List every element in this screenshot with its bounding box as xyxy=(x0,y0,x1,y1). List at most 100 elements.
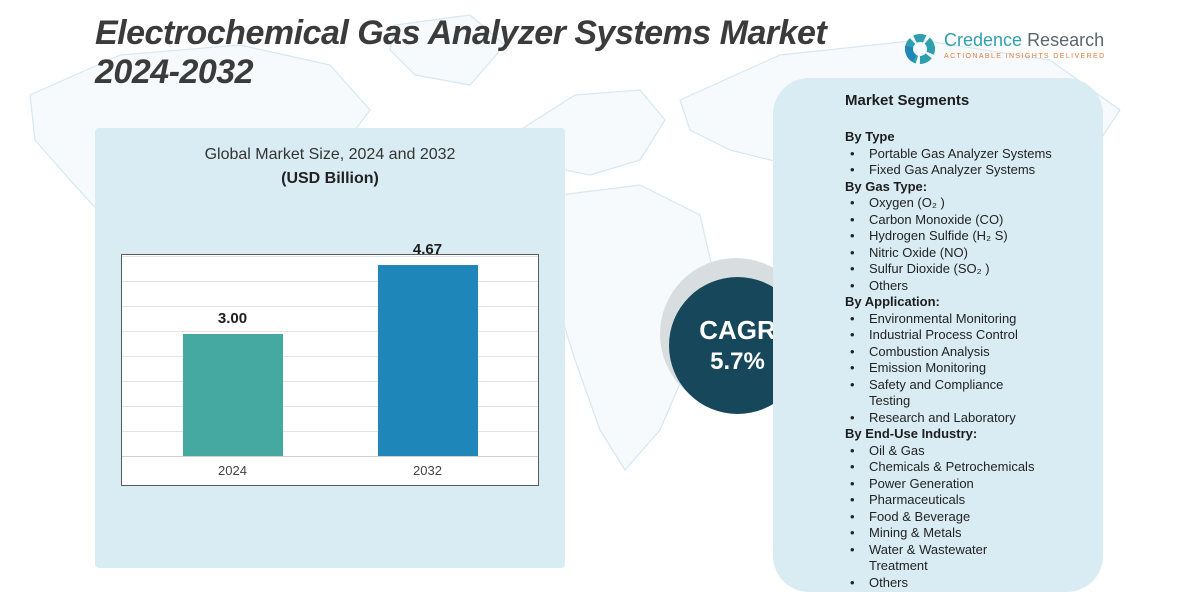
segment-item: • Research and Laboratory xyxy=(845,410,1095,427)
credence-logo-name: Credence Research xyxy=(944,30,1106,51)
segment-item-label: Pharmaceuticals xyxy=(869,492,966,507)
bullet-icon: • xyxy=(850,442,855,458)
bullet-icon: • xyxy=(850,360,855,375)
x-axis-labels: 2024 2032 xyxy=(122,457,538,485)
market-segments-title: Market Segments xyxy=(845,92,970,109)
x-axis-label-2032: 2032 xyxy=(413,463,442,478)
segment-item: • Sulfur Dioxide (SO₂ ) xyxy=(845,261,1095,278)
segment-item-label: Sulfur Dioxide (SO₂ ) xyxy=(869,261,990,276)
segment-group-header: By Type xyxy=(845,129,895,144)
chart-subtitle: (USD Billion) xyxy=(281,170,379,187)
segments-list: By Type • Portable Gas Analyzer Systems • Fi… xyxy=(845,129,1095,591)
bar-chart-plot: 3.00 4.67 xyxy=(122,241,538,457)
segment-item: • Hydrogen Sulfide (H₂ S) xyxy=(845,228,1095,245)
segment-item-label: Power Generation xyxy=(869,475,974,491)
bar-2032 xyxy=(377,265,478,456)
segment-item-label: Portable Gas Analyzer Systems xyxy=(869,145,1052,161)
segment-item-label: Research and Laboratory xyxy=(869,409,1016,425)
segment-item-label: Fixed Gas Analyzer Systems xyxy=(869,162,1036,177)
bullet-icon: • xyxy=(850,228,855,243)
segment-item-label: Oxygen (O₂ ) xyxy=(869,195,945,210)
bullet-icon: • xyxy=(850,475,855,491)
chart-title: Global Market Size, 2024 and 2032 xyxy=(204,146,456,163)
market-segments-panel: Market Segments By Type • Portable Gas Ana… xyxy=(773,78,1103,592)
segment-item: • Pharmaceuticals xyxy=(845,492,1095,509)
segment-item-label: Environmental Monitoring xyxy=(869,310,1017,326)
bar-column-2032: 4.67 xyxy=(377,241,478,456)
segment-item: • Safety and Compliance Testing xyxy=(845,377,1095,410)
bullet-icon: • xyxy=(850,409,855,425)
bullet-icon: • xyxy=(850,145,855,161)
segment-item: • Industrial Process Control xyxy=(845,327,1095,344)
segment-item-label: Food & Beverage xyxy=(869,508,971,524)
segment-item: • Power Generation xyxy=(845,476,1095,493)
bullet-icon: • xyxy=(850,525,855,540)
segment-item: • Carbon Monoxide (CO) xyxy=(845,212,1095,229)
segment-item: • Combustion Analysis xyxy=(845,344,1095,361)
bullet-icon: • xyxy=(850,459,855,474)
bullet-icon: • xyxy=(850,162,855,177)
segment-item: • Others xyxy=(845,278,1095,295)
x-axis-label-2024: 2024 xyxy=(218,463,247,478)
segment-item: • Mining & Metals xyxy=(845,525,1095,542)
segment-item-label: Mining & Metals xyxy=(869,525,962,540)
segment-group-header: By Gas Type: xyxy=(845,178,928,194)
segment-item: • Food & Beverage xyxy=(845,509,1095,526)
segment-item: • Emission Monitoring xyxy=(845,360,1095,377)
segment-item-label: Safety and Compliance Testing xyxy=(869,376,1004,409)
segment-item: • Others xyxy=(845,575,1095,592)
segment-item-label: Water & Wastewater Treatment xyxy=(869,541,988,574)
segment-item: • Portable Gas Analyzer Systems xyxy=(845,146,1095,163)
bar-column-2024: 3.00 xyxy=(182,310,283,456)
segment-item-label: Combustion Analysis xyxy=(869,343,990,359)
segment-item-label: Industrial Process Control xyxy=(869,327,1018,342)
bullet-icon: • xyxy=(850,343,855,359)
bullet-icon: • xyxy=(850,574,855,590)
segment-item: • Environmental Monitoring xyxy=(845,311,1095,328)
logo-name-primary: Credence xyxy=(944,30,1023,50)
segment-item-label: Chemicals & Petrochemicals xyxy=(869,459,1035,474)
bullet-icon: • xyxy=(850,310,855,326)
segment-item: • Fixed Gas Analyzer Systems xyxy=(845,162,1095,179)
segment-item: • Oxygen (O₂ ) xyxy=(845,195,1095,212)
segment-item: • Water & Wastewater Treatment xyxy=(845,542,1095,575)
segment-item: • Chemicals & Petrochemicals xyxy=(845,459,1095,476)
credence-logo-icon xyxy=(905,34,935,64)
bar-chart: 3.00 4.67 2024 2032 xyxy=(121,241,539,486)
bullet-icon: • xyxy=(850,244,855,260)
bullet-icon: • xyxy=(850,492,855,507)
segment-item-label: Nitric Oxide (NO) xyxy=(869,244,968,260)
bar-value-label-2024: 3.00 xyxy=(217,310,248,327)
logo-name-secondary: Research xyxy=(1027,30,1105,50)
segment-group-header: By End-Use Industry: xyxy=(845,426,978,441)
segment-item-label: Others xyxy=(869,277,909,293)
segment-item: • Nitric Oxide (NO) xyxy=(845,245,1095,262)
segment-item-label: Hydrogen Sulfide (H₂ S) xyxy=(869,228,1008,243)
chart-panel: Global Market Size, 2024 and 2032 (USD B… xyxy=(95,128,565,568)
bullet-icon: • xyxy=(850,195,855,210)
credence-logo: Credence Research Actionable Insights De… xyxy=(903,30,1106,66)
bar-2024 xyxy=(182,334,283,456)
segment-group-header: By Application: xyxy=(845,294,940,309)
bar-value-label-2032: 4.67 xyxy=(412,241,443,258)
cagr-label: CAGR xyxy=(699,315,776,346)
bullet-icon: • xyxy=(850,508,855,524)
page-title: Electrochemical Gas Analyzer Systems Mar… xyxy=(95,14,925,93)
cagr-value: 5.7% xyxy=(710,347,765,375)
bullet-icon: • xyxy=(850,327,855,342)
bullet-icon: • xyxy=(850,261,855,276)
page-title-line2: 2024-2032 xyxy=(95,53,254,92)
segment-item-label: Emission Monitoring xyxy=(869,360,987,375)
segment-item-label: Carbon Monoxide (CO) xyxy=(869,211,1004,227)
segment-item: • Oil & Gas xyxy=(845,443,1095,460)
segment-item-label: Oil & Gas xyxy=(869,442,925,458)
segment-item-label: Others xyxy=(869,574,909,590)
bullet-icon: • xyxy=(850,211,855,227)
bullet-icon: • xyxy=(850,541,855,557)
bullet-icon: • xyxy=(850,376,855,392)
page-title-line1: Electrochemical Gas Analyzer Systems Mar… xyxy=(95,14,827,52)
credence-logo-text: Credence Research Actionable Insights De… xyxy=(944,30,1106,60)
map-greenland xyxy=(389,14,506,86)
logo-tagline: Actionable Insights Delivered xyxy=(944,53,1106,60)
bullet-icon: • xyxy=(850,277,855,293)
